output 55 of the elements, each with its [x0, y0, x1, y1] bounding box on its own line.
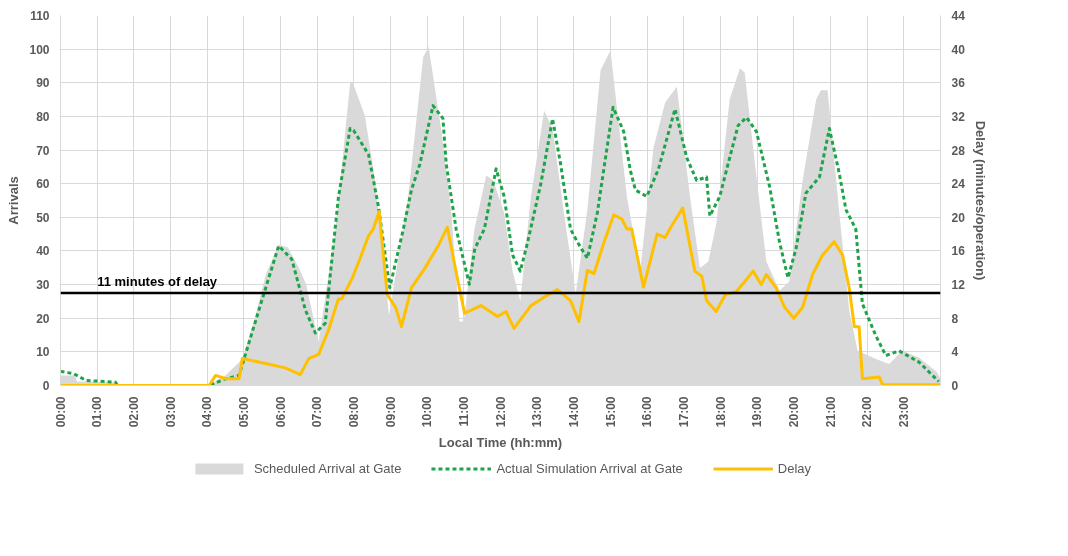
y2-tick-label: 28 — [951, 143, 966, 158]
x-axis-title: Local Time (hh:mm) — [438, 435, 563, 451]
x-tick-label: 09:00 — [383, 396, 398, 428]
y2-tick-label: 24 — [951, 177, 966, 192]
y-axis-title: Arrivals — [6, 176, 22, 225]
x-tick-label: 10:00 — [420, 396, 435, 428]
y2-tick-label: 8 — [951, 311, 959, 326]
y-tick-label: 10 — [36, 345, 50, 360]
x-tick-label: 22:00 — [860, 396, 875, 428]
x-tick-label: 15:00 — [603, 396, 618, 428]
x-tick-label: 14:00 — [566, 396, 581, 428]
x-tick-label: 11:00 — [456, 396, 471, 427]
y2-tick-label: 16 — [951, 244, 966, 259]
x-tick-label: 03:00 — [163, 396, 178, 428]
y-tick-label: 40 — [36, 244, 50, 259]
x-tick-label: 12:00 — [493, 396, 508, 428]
x-tick-label: 16:00 — [640, 396, 655, 428]
x-tick-label: 08:00 — [346, 396, 361, 428]
x-tick-label: 06:00 — [273, 396, 288, 428]
y2-tick-label: 20 — [951, 210, 966, 225]
y-tick-label: 110 — [30, 9, 50, 23]
x-tick-label: 19:00 — [750, 396, 765, 428]
y2-tick-label: 4 — [951, 345, 959, 360]
y2-axis-title: Delay (minutes/operation) — [972, 120, 988, 281]
x-tick-label: 17:00 — [676, 396, 691, 428]
x-tick-label: 04:00 — [200, 396, 215, 428]
x-tick-label: 02:00 — [126, 396, 141, 428]
x-tick-label: 13:00 — [530, 396, 545, 428]
y2-tick-label: 36 — [951, 76, 966, 91]
x-tick-label: 00:00 — [53, 396, 68, 428]
y2-tick-label: 12 — [951, 278, 966, 293]
y-tick-label: 100 — [29, 42, 50, 57]
x-tick-label: 07:00 — [310, 396, 325, 428]
y2-tick-label: 40 — [951, 42, 966, 57]
x-tick-label: 18:00 — [713, 396, 728, 428]
x-tick-label: 21:00 — [823, 396, 838, 428]
y-tick-label: 60 — [36, 177, 50, 192]
y-tick-label: 80 — [36, 109, 50, 124]
y-tick-label: 20 — [36, 311, 50, 326]
legend-label: Scheduled Arrival at Gate — [253, 460, 402, 476]
y2-tick-label: 44 — [951, 9, 966, 23]
y-tick-label: 70 — [36, 143, 50, 158]
y2-tick-label: 32 — [951, 109, 966, 124]
x-tick-label: 23:00 — [896, 396, 911, 428]
y-tick-label: 30 — [36, 278, 50, 293]
legend-label: Delay — [777, 460, 812, 476]
x-tick-label: 01:00 — [90, 396, 105, 428]
x-tick-label: 20:00 — [786, 396, 801, 428]
legend-label: Actual Simulation Arrival at Gate — [496, 460, 683, 476]
x-tick-label: 05:00 — [236, 396, 251, 428]
y2-tick-label: 0 — [951, 379, 959, 393]
y-tick-label: 0 — [42, 379, 50, 393]
y-tick-label: 50 — [36, 210, 50, 225]
y-tick-label: 90 — [36, 76, 50, 91]
ref-line-label: 11 minutes of delay — [97, 274, 218, 289]
